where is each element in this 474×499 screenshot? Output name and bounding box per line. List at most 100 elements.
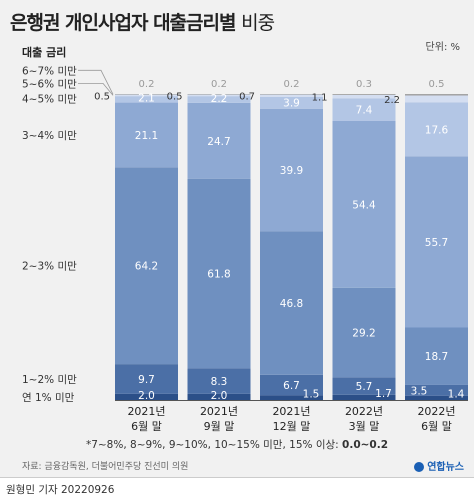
bar-segment-6-3 <box>332 94 396 95</box>
bar-segment-2-2 <box>260 231 323 375</box>
bar-segment-5-2 <box>260 94 323 97</box>
leader-line-5 <box>78 82 114 96</box>
credit-bar: 원형민 기자 20220926 <box>0 477 474 499</box>
bar-segment-5-3 <box>332 94 396 99</box>
data-label-3-1: 24.7 <box>207 136 230 148</box>
data-label-5-1: 0.5 <box>167 91 183 102</box>
data-label-1-1: 8.3 <box>211 376 228 388</box>
bar-segment-4-0 <box>115 96 178 103</box>
bar-segment-4-3 <box>332 98 396 121</box>
credit-text: 원형민 기자 20220926 <box>6 484 115 496</box>
bar-segment-0-1 <box>187 393 251 400</box>
data-label-5-3: 1.1 <box>312 93 328 104</box>
bar-segment-3-3 <box>332 120 396 288</box>
bar-segment-4-4 <box>405 102 468 157</box>
leader-line-6 <box>78 69 114 95</box>
data-label-4-3: 7.4 <box>356 105 373 117</box>
bar-segment-0-0 <box>115 393 178 400</box>
x-tick-sublabel-3: 3월 말 <box>349 420 380 433</box>
bar-segment-0-3 <box>332 394 396 400</box>
stacked-bar-chart: 2.0 9.7 64.2 21.1 2.1 2.0 8.3 61.8 24.7 2.2 1.56.7… <box>22 65 468 433</box>
data-label-4-2: 3.9 <box>283 98 300 110</box>
data-label-0-1: 2.0 <box>211 390 228 402</box>
footnote-text: *7~8%, 8~9%, 9~10%, 10~15% 미만, 15% 이상: <box>85 439 343 451</box>
data-label-4-4: 17.6 <box>425 124 449 136</box>
data-label-3-2: 39.9 <box>280 165 303 177</box>
data-label-3-4: 55.7 <box>425 237 448 249</box>
unit-label: 단위: % <box>425 42 460 53</box>
x-tick-label-2: 2021년 <box>272 405 310 418</box>
data-label-2-2: 46.8 <box>280 298 303 310</box>
logo-icon <box>414 462 425 472</box>
x-tick-sublabel-0: 6월 말 <box>131 420 162 433</box>
series-label-6: 6~7% 미만 <box>22 65 77 77</box>
x-tick-label-1: 2021년 <box>200 405 238 418</box>
x-tick-label-3: 2022년 <box>345 405 383 418</box>
series-label-3: 3~4% 미만 <box>22 130 77 142</box>
bar-segment-1-1 <box>187 368 251 394</box>
data-label-6-1: 0.2 <box>211 79 227 90</box>
data-label-6-4: 0.5 <box>429 79 445 90</box>
data-label-1-2: 6.7 <box>283 380 300 392</box>
x-tick-sublabel-4: 6월 말 <box>421 420 452 433</box>
data-label-2-0: 64.2 <box>135 261 158 273</box>
data-label-0-4: 1.4 <box>448 389 465 401</box>
data-label-2-1: 61.8 <box>207 269 230 281</box>
x-tick-label-0: 2021년 <box>127 405 165 418</box>
data-label-0-2: 1.5 <box>303 388 320 400</box>
series-label-0: 연 1% 미만 <box>22 392 75 404</box>
data-label-2-4: 18.7 <box>425 351 448 363</box>
data-label-0-0: 2.0 <box>138 390 155 402</box>
data-label-1-3: 5.7 <box>356 381 373 393</box>
bar-segment-1-2 <box>260 374 323 396</box>
data-label-5-0: 0.5 <box>94 91 110 102</box>
data-label-6-3: 0.3 <box>356 79 372 90</box>
series-label-4: 4~5% 미만 <box>22 93 77 105</box>
bar-segment-1-0 <box>115 364 178 394</box>
data-label-6-0: 0.2 <box>139 79 155 90</box>
data-label-6-2: 0.2 <box>284 79 300 90</box>
bar-segment-5-0 <box>115 94 178 97</box>
bar-segment-3-1 <box>187 102 251 179</box>
x-tick-label-4: 2022년 <box>417 405 455 418</box>
data-label-1-0: 9.7 <box>138 374 155 386</box>
footnote-bold: 0.0~0.2 <box>342 439 389 451</box>
data-label-5-4: 2.2 <box>384 95 400 106</box>
data-label-1-4: 3.5 <box>411 386 428 398</box>
source-note: 자료: 금융감독원, 더불어민주당 진선미 의원 <box>22 462 189 472</box>
bar-segment-6-2 <box>260 94 323 95</box>
bar-segment-3-4 <box>405 156 468 328</box>
bar-segment-6-4 <box>405 94 468 96</box>
bar-segment-2-1 <box>187 178 251 369</box>
chart-title: 은행권 개인사업자 대출금리별 비중 <box>10 8 275 35</box>
legend-title: 대출 금리 <box>22 46 67 59</box>
bar-segment-2-0 <box>115 167 178 365</box>
x-tick-sublabel-2: 12월 말 <box>273 420 311 433</box>
chart-title-light: 비중 <box>241 12 275 34</box>
footnote: *7~8%, 8~9%, 9~10%, 10~15% 미만, 15% 이상: 0… <box>0 437 474 452</box>
data-label-0-3: 1.7 <box>375 388 392 400</box>
yonhap-logo: 연합뉴스 <box>414 458 464 473</box>
bar-segment-3-2 <box>260 108 323 232</box>
series-label-2: 2~3% 미만 <box>22 261 77 273</box>
bar-segment-1-3 <box>332 377 396 395</box>
data-label-3-3: 54.4 <box>352 199 376 211</box>
data-label-4-1: 2.2 <box>211 93 228 105</box>
bar-segment-3-0 <box>115 102 178 168</box>
series-label-5: 5~6% 미만 <box>22 78 77 90</box>
bar-segment-6-1 <box>187 94 251 95</box>
bar-segment-0-2 <box>260 395 323 400</box>
bar-segment-2-4 <box>405 327 468 385</box>
bar-segment-0-4 <box>405 395 468 400</box>
bar-segment-2-3 <box>332 287 396 378</box>
bar-segment-1-4 <box>405 384 468 396</box>
data-label-5-2: 0.7 <box>239 92 255 103</box>
logo-text: 연합뉴스 <box>427 462 464 473</box>
bar-segment-5-4 <box>405 95 468 103</box>
x-tick-sublabel-1: 9월 말 <box>204 420 235 433</box>
data-label-4-0: 2.1 <box>138 93 155 105</box>
data-label-2-3: 29.2 <box>352 328 375 340</box>
bar-segment-6-0 <box>115 94 178 95</box>
bar-segment-4-2 <box>260 96 323 109</box>
chart-title-bold: 은행권 개인사업자 대출금리별 <box>10 12 236 34</box>
